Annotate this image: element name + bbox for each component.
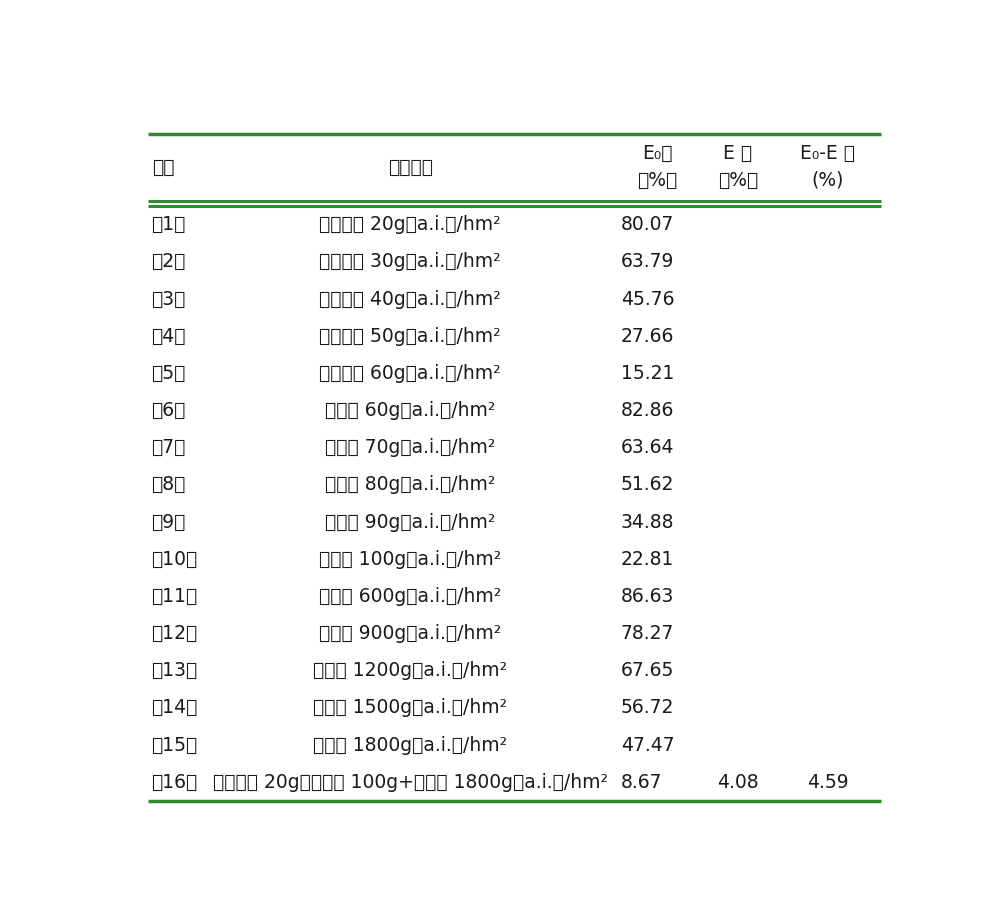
Text: 吡嘧磺隆 40g（a.i.）/hm²: 吡嘧磺隆 40g（a.i.）/hm² xyxy=(319,290,501,309)
Text: 西草净 80g（a.i.）/hm²: 西草净 80g（a.i.）/hm² xyxy=(325,475,495,494)
Text: （11）: （11） xyxy=(151,587,197,606)
Text: （16）: （16） xyxy=(151,772,197,792)
Text: （1）: （1） xyxy=(151,215,186,234)
Text: E 值: E 值 xyxy=(723,144,752,164)
Text: （3）: （3） xyxy=(151,290,186,309)
Text: 86.63: 86.63 xyxy=(621,587,674,606)
Text: （6）: （6） xyxy=(151,401,186,420)
Text: 15.21: 15.21 xyxy=(621,364,674,383)
Text: 处理剂量: 处理剂量 xyxy=(388,157,433,176)
Text: （14）: （14） xyxy=(151,698,198,717)
Text: 67.65: 67.65 xyxy=(621,661,674,680)
Text: 63.79: 63.79 xyxy=(621,252,674,271)
Text: 吡嘧磺隆 20g＋西草净 100g+丁草胺 1800g（a.i.）/hm²: 吡嘧磺隆 20g＋西草净 100g+丁草胺 1800g（a.i.）/hm² xyxy=(213,772,608,792)
Text: 34.88: 34.88 xyxy=(621,513,674,532)
Text: 78.27: 78.27 xyxy=(621,624,674,643)
Text: （5）: （5） xyxy=(151,364,186,383)
Text: E₀值: E₀值 xyxy=(642,144,673,164)
Text: 丁草胺 1200g（a.i.）/hm²: 丁草胺 1200g（a.i.）/hm² xyxy=(313,661,507,680)
Text: （%）: （%） xyxy=(637,171,677,190)
Text: 8.67: 8.67 xyxy=(621,772,662,792)
Text: （9）: （9） xyxy=(151,513,186,532)
Text: （15）: （15） xyxy=(151,736,197,755)
Text: 82.86: 82.86 xyxy=(621,401,674,420)
Text: 22.81: 22.81 xyxy=(621,549,674,569)
Text: 丁草胺 1800g（a.i.）/hm²: 丁草胺 1800g（a.i.）/hm² xyxy=(313,736,507,755)
Text: E₀-E 值: E₀-E 值 xyxy=(800,144,855,164)
Text: （13）: （13） xyxy=(151,661,197,680)
Text: 51.62: 51.62 xyxy=(621,475,674,494)
Text: 吡嘧磺隆 50g（a.i.）/hm²: 吡嘧磺隆 50g（a.i.）/hm² xyxy=(319,326,501,345)
Text: 西草净 70g（a.i.）/hm²: 西草净 70g（a.i.）/hm² xyxy=(325,438,495,457)
Text: 4.08: 4.08 xyxy=(717,772,759,792)
Text: （2）: （2） xyxy=(151,252,186,271)
Text: 56.72: 56.72 xyxy=(621,698,674,717)
Text: （10）: （10） xyxy=(151,549,197,569)
Text: (%): (%) xyxy=(811,171,844,190)
Text: 丁草胺 600g（a.i.）/hm²: 丁草胺 600g（a.i.）/hm² xyxy=(319,587,501,606)
Text: （8）: （8） xyxy=(151,475,186,494)
Text: （7）: （7） xyxy=(151,438,186,457)
Text: 4.59: 4.59 xyxy=(807,772,848,792)
Text: 西草净 100g（a.i.）/hm²: 西草净 100g（a.i.）/hm² xyxy=(319,549,501,569)
Text: 西草净 90g（a.i.）/hm²: 西草净 90g（a.i.）/hm² xyxy=(325,513,495,532)
Text: 西草净 60g（a.i.）/hm²: 西草净 60g（a.i.）/hm² xyxy=(325,401,495,420)
Text: 27.66: 27.66 xyxy=(621,326,674,345)
Text: 吡嘧磺隆 30g（a.i.）/hm²: 吡嘧磺隆 30g（a.i.）/hm² xyxy=(319,252,501,271)
Text: 吡嘧磺隆 60g（a.i.）/hm²: 吡嘧磺隆 60g（a.i.）/hm² xyxy=(319,364,501,383)
Text: （%）: （%） xyxy=(718,171,758,190)
Text: 吡嘧磺隆 20g（a.i.）/hm²: 吡嘧磺隆 20g（a.i.）/hm² xyxy=(319,215,501,234)
Text: （4）: （4） xyxy=(151,326,186,345)
Text: 处理: 处理 xyxy=(152,157,174,176)
Text: 80.07: 80.07 xyxy=(621,215,674,234)
Text: 丁草胺 900g（a.i.）/hm²: 丁草胺 900g（a.i.）/hm² xyxy=(319,624,501,643)
Text: 47.47: 47.47 xyxy=(621,736,674,755)
Text: 丁草胺 1500g（a.i.）/hm²: 丁草胺 1500g（a.i.）/hm² xyxy=(313,698,507,717)
Text: （12）: （12） xyxy=(151,624,197,643)
Text: 45.76: 45.76 xyxy=(621,290,674,309)
Text: 63.64: 63.64 xyxy=(621,438,674,457)
